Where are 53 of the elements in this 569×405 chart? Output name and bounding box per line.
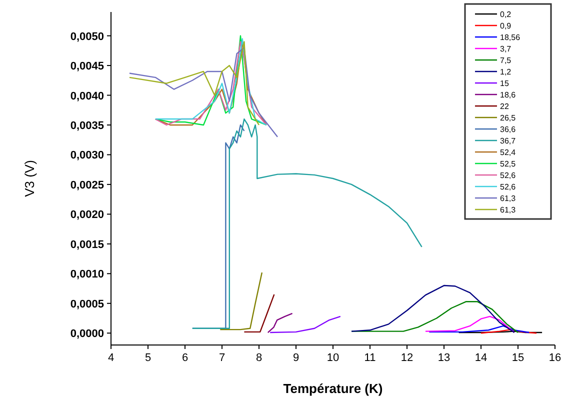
legend-label: 0,2 [500, 10, 512, 19]
legend-label: 18,6 [500, 90, 516, 100]
y-tick-label: 0,0050 [70, 30, 104, 43]
x-tick-label: 8 [256, 352, 262, 364]
line-series [220, 272, 263, 330]
line-series [128, 47, 278, 138]
legend-label: 15 [500, 79, 510, 88]
x-tick-label: 6 [182, 352, 188, 364]
legend-label: 52,5 [500, 160, 516, 168]
x-tick-label: 10 [326, 352, 340, 364]
line-series [267, 312, 293, 334]
x-tick-label: 15 [512, 352, 524, 364]
y-tick-label: 0,0045 [70, 60, 104, 73]
x-tick-label: 4 [108, 352, 114, 364]
legend-label: 18,56 [500, 33, 521, 42]
legend-label: 61,3 [500, 206, 516, 214]
line-series [128, 41, 260, 126]
legend-label: 7,5 [500, 56, 512, 65]
y-tick-label: 0,0020 [70, 209, 104, 222]
legend-label: 36,6 [500, 125, 516, 134]
legend-label: 3,7 [500, 44, 512, 54]
legend-label: 36,7 [500, 136, 516, 146]
x-tick-label: 11 [364, 352, 376, 364]
x-tick-label: 12 [400, 352, 414, 364]
legend-label: 52,6 [500, 182, 516, 192]
legend-label: 22 [500, 102, 510, 111]
x-tick-label: 13 [438, 352, 450, 364]
legend-label: 52,6 [500, 171, 516, 180]
x-tick-label: 7 [218, 352, 226, 364]
y-tick-label: 0,0040 [70, 90, 104, 102]
y-tick-label: 0,0030 [70, 150, 104, 162]
y-tick-label: 0,0005 [70, 298, 104, 310]
legend-label: 0,9 [500, 22, 512, 30]
x-tick-label: 5 [144, 352, 152, 364]
legend-label: 52,4 [500, 148, 516, 157]
legend-label: 61,3 [500, 194, 516, 203]
x-tick-label: 9 [292, 352, 300, 364]
line-series [270, 316, 341, 334]
x-tick-label: 16 [548, 352, 562, 364]
line-series [192, 118, 422, 329]
line-series [428, 325, 530, 334]
x-tick-label: 14 [474, 352, 488, 364]
x-axis-title: Température (K) [283, 381, 383, 396]
legend-label: 26,5 [500, 114, 516, 122]
y-tick-label: 0,0035 [70, 120, 104, 132]
y-tick-label: 0,0000 [70, 328, 104, 340]
y-axis-title: V3 (V) [22, 160, 37, 197]
line-series [350, 284, 515, 334]
line-series [424, 316, 515, 334]
y-tick-label: 0,0015 [70, 238, 104, 251]
y-tick-label: 0,0025 [70, 179, 104, 192]
legend-label: 1,2 [500, 68, 512, 76]
y-tick-label: 0,0010 [70, 268, 104, 281]
